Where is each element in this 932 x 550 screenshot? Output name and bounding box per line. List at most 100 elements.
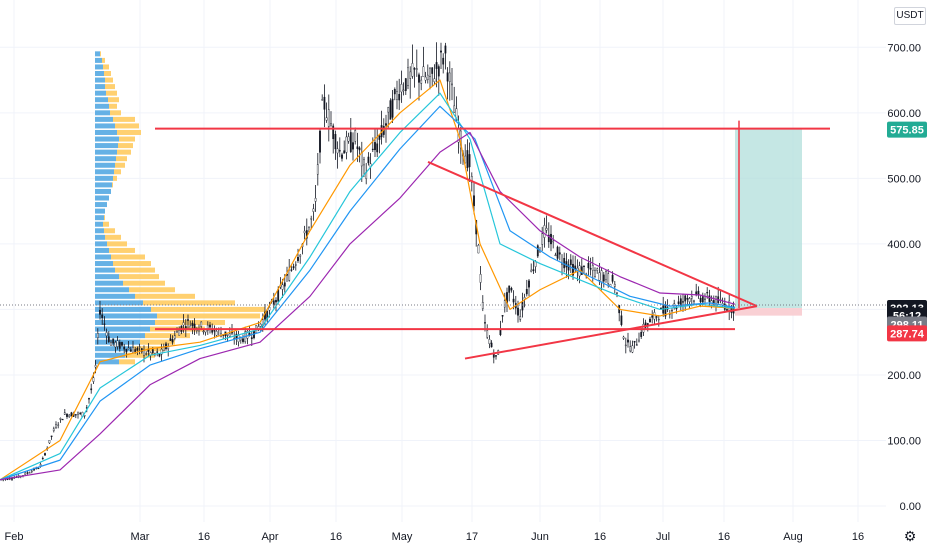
candle-body: [242, 338, 244, 342]
volume-profile-bar-down: [107, 241, 127, 247]
volume-profile-bar-up: [95, 51, 100, 57]
candle-body: [292, 266, 295, 269]
x-tick-label: 16: [852, 531, 864, 543]
candle-body: [503, 300, 506, 308]
candle-body: [501, 315, 504, 317]
candle-body: [316, 164, 319, 175]
y-tick-label: 400.00: [887, 239, 921, 251]
volume-profile-bar-down: [105, 77, 113, 83]
candle-body: [541, 233, 544, 245]
candle-body: [545, 227, 548, 231]
trendline: [464, 305, 758, 360]
candle-body: [41, 457, 44, 460]
moving-average-line: [0, 131, 736, 481]
candle-body: [479, 274, 482, 283]
candle-body: [325, 117, 328, 121]
volume-profile-bar-down: [102, 57, 105, 63]
volume-profile-bar-down: [115, 162, 125, 168]
price-axis[interactable]: [886, 0, 932, 550]
candle-body: [589, 267, 592, 270]
volume-profile-bar-down: [103, 64, 109, 70]
candle-body: [420, 79, 423, 84]
candle-body: [28, 472, 31, 474]
candle-body: [121, 342, 123, 346]
volume-profile-bar-up: [95, 149, 117, 155]
candle-body: [151, 349, 154, 353]
candle-body: [378, 135, 381, 140]
candle-body: [299, 254, 302, 257]
candle-body: [622, 336, 625, 339]
candle-body: [530, 269, 533, 272]
candle-body: [473, 195, 475, 207]
volume-profile-bar-up: [95, 208, 105, 214]
candle-body: [283, 282, 286, 287]
candle-body: [688, 298, 691, 302]
candle-body: [517, 307, 519, 316]
candle-body: [550, 233, 552, 245]
candle-body: [657, 318, 660, 321]
candle-body: [508, 285, 511, 293]
candle-body: [624, 344, 627, 347]
candle-body: [638, 339, 640, 343]
volume-profile-bar-down: [106, 90, 117, 96]
candle-body: [134, 349, 137, 353]
candle-body: [704, 298, 706, 300]
candle-body: [371, 148, 374, 151]
volume-profile-bar-up: [95, 352, 125, 358]
candle-body: [347, 136, 350, 142]
candle-body: [187, 319, 189, 321]
candle-body: [466, 150, 469, 169]
trendline-drawings[interactable]: [155, 127, 830, 360]
candle-body: [96, 333, 99, 338]
candle-body: [605, 271, 607, 280]
candle-body: [77, 412, 79, 415]
candle-body: [191, 322, 194, 327]
candle-body: [693, 300, 695, 302]
candle-body: [343, 150, 346, 154]
candle-body: [235, 333, 238, 339]
candle-body: [204, 329, 207, 333]
candle-body: [389, 100, 392, 120]
candle-body: [398, 94, 401, 101]
volume-profile-bar-down: [100, 51, 101, 57]
candle-body: [600, 270, 603, 282]
moving-average-line: [0, 92, 736, 481]
volume-profile-bar-up: [95, 77, 105, 83]
volume-profile-bar-down: [129, 287, 175, 293]
candle-body: [451, 83, 453, 86]
candle-body: [228, 333, 231, 337]
volume-profile-bar-up: [95, 215, 104, 221]
candle-body: [169, 338, 172, 341]
time-axis[interactable]: [0, 522, 886, 550]
candle-body: [708, 295, 711, 302]
volume-profile-bar-up: [95, 123, 115, 129]
candlestick-series: [0, 42, 735, 482]
candle-body: [682, 301, 684, 303]
candle-body: [633, 340, 636, 343]
candle-body: [308, 226, 310, 232]
volume-profile-bar-down: [109, 103, 117, 109]
candle-body: [596, 268, 599, 271]
candle-body: [616, 292, 618, 294]
volume-profile-bar-down: [151, 306, 265, 312]
candle-body: [587, 263, 590, 269]
candle-body: [686, 297, 689, 300]
currency-badge[interactable]: USDT: [894, 7, 926, 25]
candle-body: [552, 240, 555, 243]
candle-body: [558, 252, 561, 255]
candle-body: [79, 412, 82, 415]
candle-body: [310, 218, 313, 220]
candle-body: [37, 467, 40, 470]
y-tick-label: 600.00: [887, 108, 921, 120]
candle-body: [268, 307, 271, 311]
volume-profile-bar-up: [95, 280, 123, 286]
long-position-tool[interactable]: [735, 120, 802, 316]
candle-body: [281, 284, 284, 290]
candle-body: [594, 269, 596, 277]
gear-icon[interactable]: ⚙: [903, 528, 917, 544]
candle-body: [321, 99, 324, 101]
candle-body: [613, 283, 616, 287]
x-tick-label: 16: [594, 531, 606, 543]
candle-body: [356, 146, 359, 149]
